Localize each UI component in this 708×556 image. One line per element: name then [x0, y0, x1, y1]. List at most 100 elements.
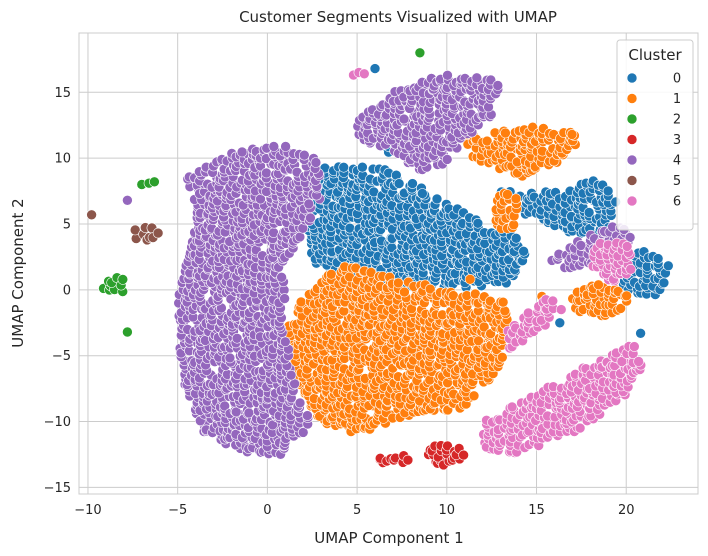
- data-point: [566, 129, 578, 140]
- data-point: [152, 227, 164, 239]
- y-tick-label: −15: [44, 481, 71, 496]
- x-axis-title: UMAP Component 1: [314, 529, 463, 547]
- data-point: [583, 207, 595, 218]
- data-point: [662, 260, 674, 272]
- data-point: [471, 72, 483, 84]
- x-tick-label: 15: [528, 503, 545, 518]
- data-point: [280, 141, 291, 152]
- legend-label-5: 5: [673, 174, 681, 189]
- legend-label-3: 3: [673, 133, 681, 148]
- legend: Cluster 0 1 2 3 4 5 6: [616, 39, 694, 231]
- legend-title: Cluster: [628, 46, 682, 64]
- legend-label-2: 2: [673, 113, 681, 128]
- y-tick-label: −10: [44, 415, 71, 430]
- x-tick-label: 10: [439, 503, 456, 518]
- legend-marker-0: [626, 72, 638, 84]
- data-point: [652, 253, 664, 264]
- data-point: [658, 277, 670, 289]
- data-point: [261, 167, 272, 179]
- y-tick-label: 0: [63, 283, 71, 298]
- series-1-points: [281, 121, 632, 437]
- y-tick-label: 15: [54, 86, 71, 101]
- data-point: [305, 212, 316, 224]
- data-point: [575, 240, 587, 251]
- y-axis-title: UMAP Component 2: [9, 198, 27, 347]
- y-tick-label: −5: [52, 349, 71, 364]
- data-point: [224, 352, 236, 364]
- data-point: [298, 149, 310, 161]
- data-point: [86, 209, 97, 221]
- data-point: [499, 305, 511, 317]
- data-point: [492, 80, 504, 91]
- data-point: [510, 233, 522, 244]
- legend-label-4: 4: [673, 154, 681, 169]
- legend-marker-1: [626, 93, 638, 104]
- data-point: [407, 178, 418, 189]
- data-point: [547, 295, 559, 307]
- data-point: [294, 397, 306, 409]
- data-point: [510, 193, 522, 204]
- data-point: [464, 273, 476, 285]
- legend-marker-3: [626, 134, 638, 145]
- data-point: [285, 369, 297, 381]
- data-point: [369, 63, 381, 74]
- data-point: [417, 188, 428, 199]
- data-point: [635, 327, 646, 339]
- data-point: [310, 157, 322, 168]
- data-point: [593, 279, 604, 291]
- data-point: [398, 113, 410, 125]
- legend-label-1: 1: [673, 92, 681, 107]
- data-point: [442, 70, 453, 81]
- data-point: [496, 351, 508, 363]
- data-point: [338, 162, 350, 173]
- x-tick-label: −5: [168, 503, 187, 518]
- y-tick-label: 10: [54, 152, 71, 167]
- legend-marker-5: [626, 175, 638, 186]
- data-point: [602, 185, 614, 197]
- y-tick-label: 5: [63, 217, 71, 232]
- scatter-points: [86, 47, 674, 471]
- x-tick-label: 20: [618, 503, 635, 518]
- data-point: [358, 68, 370, 80]
- x-tick-label: 5: [353, 503, 361, 518]
- data-point: [497, 296, 509, 308]
- x-tick-label: 0: [263, 503, 271, 518]
- data-point: [431, 193, 443, 205]
- data-point: [279, 293, 290, 304]
- data-point: [302, 410, 313, 421]
- data-point: [621, 241, 633, 252]
- legend-marker-2: [626, 113, 638, 125]
- data-point: [508, 219, 520, 231]
- data-point: [392, 277, 404, 289]
- data-point: [414, 47, 426, 59]
- data-point: [117, 274, 129, 285]
- data-point: [149, 176, 160, 188]
- data-point: [399, 286, 410, 298]
- data-point: [303, 198, 315, 210]
- data-point: [357, 161, 368, 173]
- legend-marker-6: [626, 195, 638, 207]
- data-point: [633, 356, 644, 367]
- data-point: [325, 268, 337, 280]
- data-point: [458, 449, 469, 461]
- data-point: [236, 146, 248, 158]
- data-point: [554, 317, 566, 329]
- data-point: [279, 336, 291, 348]
- data-point: [268, 141, 280, 152]
- data-point: [402, 454, 414, 466]
- data-point: [472, 218, 484, 229]
- data-point: [393, 178, 405, 189]
- data-point: [621, 290, 632, 302]
- data-point: [628, 341, 640, 352]
- data-point: [441, 154, 453, 165]
- x-tick-label: −10: [74, 503, 101, 518]
- legend-marker-4: [626, 154, 638, 166]
- chart-title: Customer Segments Visualized with UMAP: [239, 8, 557, 26]
- data-point: [555, 304, 567, 315]
- data-point: [625, 263, 637, 275]
- legend-label-0: 0: [673, 72, 681, 87]
- data-point: [276, 271, 287, 283]
- data-point: [122, 195, 133, 206]
- data-point: [468, 390, 480, 402]
